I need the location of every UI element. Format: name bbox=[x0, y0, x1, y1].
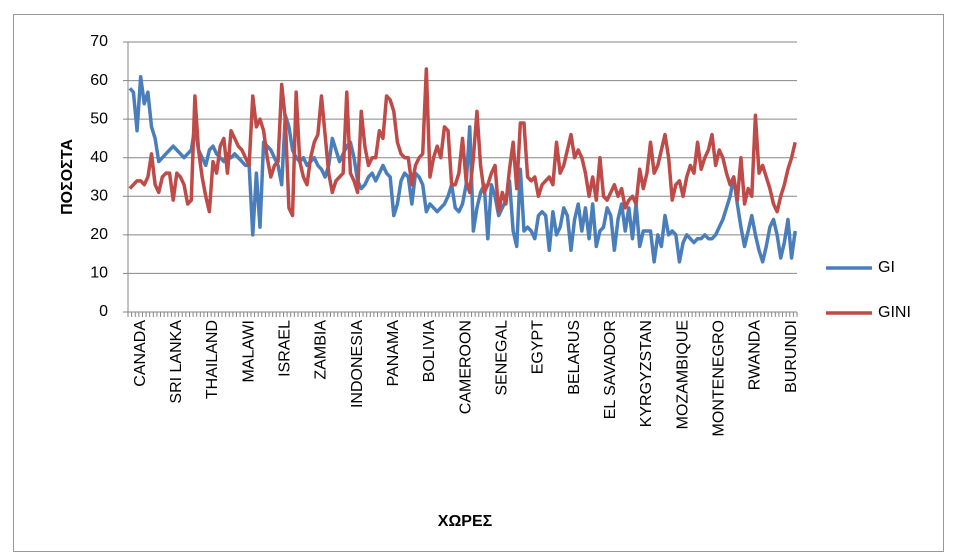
y-tick-label: 10 bbox=[90, 265, 108, 282]
x-tick-label: INDONESIA bbox=[349, 320, 366, 408]
x-tick-label: EGYPT bbox=[530, 320, 547, 374]
legend-label: GINI bbox=[878, 304, 911, 321]
x-tick-label: MOZAMBIQUE bbox=[674, 320, 691, 429]
x-tick-label: BURUNDI bbox=[783, 320, 800, 393]
y-tick-label: 20 bbox=[90, 226, 108, 243]
x-tick-label: KYRGYZSTAN bbox=[638, 320, 655, 427]
y-tick-label: 70 bbox=[90, 33, 108, 50]
y-tick-label: 40 bbox=[90, 149, 108, 166]
x-tick-label: SENEGAL bbox=[493, 320, 510, 396]
x-tick-label: PANAMA bbox=[385, 320, 402, 387]
x-tick-label: ISRAEL bbox=[277, 320, 294, 377]
legend-label: GI bbox=[878, 259, 895, 276]
x-axis-title: ΧΩΡΕΣ bbox=[438, 513, 493, 530]
x-tick-label: BELARUS bbox=[566, 320, 583, 395]
x-tick-label: THAILAND bbox=[204, 320, 221, 399]
x-tick-label: ZAMBIA bbox=[313, 320, 330, 380]
line-series bbox=[128, 67, 797, 218]
chart-border bbox=[13, 14, 944, 552]
y-axis-title: ΠΟΣΟΣΤΑ bbox=[59, 139, 76, 215]
x-tick-label: RWANDA bbox=[747, 320, 764, 391]
y-tick-label: 30 bbox=[90, 188, 108, 205]
y-tick-label: 0 bbox=[99, 303, 108, 320]
x-tick-label: SRI LANKA bbox=[168, 320, 185, 404]
x-tick-label: MALAWI bbox=[240, 320, 257, 383]
x-tick-label: EL SAVADOR bbox=[602, 320, 619, 419]
y-tick-label: 60 bbox=[90, 72, 108, 89]
line-series bbox=[128, 74, 797, 264]
x-tick-label: CAMEROON bbox=[457, 320, 474, 414]
x-tick-label: BOLIVIA bbox=[421, 320, 438, 383]
y-tick-label: 50 bbox=[90, 110, 108, 127]
x-tick-label: CANADA bbox=[132, 320, 149, 387]
x-tick-label: MONTENEGRO bbox=[710, 320, 727, 436]
